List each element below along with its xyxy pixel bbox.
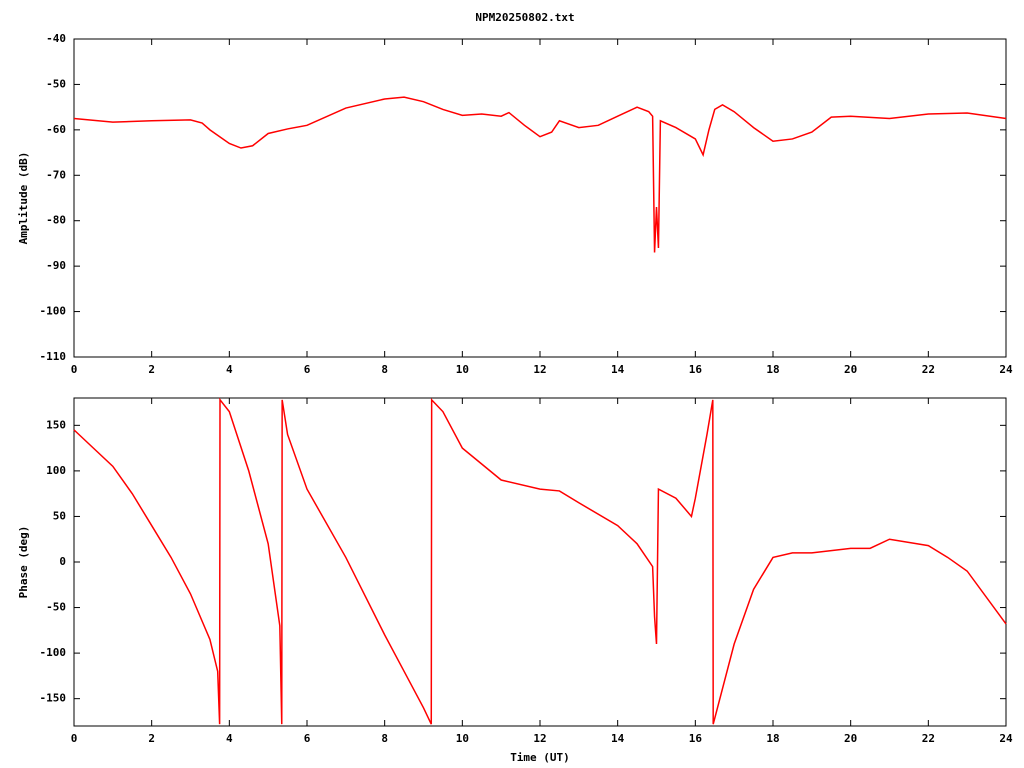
data-line xyxy=(73,397,1007,725)
x-tick-label: 10 xyxy=(456,732,469,745)
y-tick-label: -50 xyxy=(46,77,66,90)
y-tick-label: 150 xyxy=(46,418,66,431)
x-tick-label: 0 xyxy=(71,363,78,376)
y-tick-label: -100 xyxy=(40,646,67,659)
y-tick-label: -40 xyxy=(46,32,66,45)
y-tick-label: -50 xyxy=(46,601,66,614)
x-tick-label: 16 xyxy=(689,732,703,745)
x-tick-label: 10 xyxy=(456,363,469,376)
y-tick-label: -80 xyxy=(46,214,66,227)
x-tick-label: 14 xyxy=(611,732,625,745)
x-tick-label: 8 xyxy=(381,732,388,745)
y-tick-label: -110 xyxy=(40,350,67,363)
x-tick-label: 16 xyxy=(689,363,703,376)
x-tick-label: 4 xyxy=(226,363,233,376)
x-axis-label: Time (UT) xyxy=(510,751,570,764)
chart-title: NPM20250802.txt xyxy=(475,11,574,24)
x-tick-label: 20 xyxy=(844,363,857,376)
x-tick-label: 22 xyxy=(922,363,935,376)
x-tick-label: 2 xyxy=(148,732,155,745)
x-tick-label: 4 xyxy=(226,732,233,745)
data-line xyxy=(73,96,1007,253)
x-tick-label: 6 xyxy=(304,363,311,376)
x-tick-label: 22 xyxy=(922,732,935,745)
x-tick-label: 0 xyxy=(71,732,78,745)
y-axis-label: Amplitude (dB) xyxy=(17,152,30,245)
x-tick-label: 24 xyxy=(999,732,1013,745)
x-tick-label: 8 xyxy=(381,363,388,376)
x-tick-label: 12 xyxy=(533,732,546,745)
y-tick-label: 100 xyxy=(46,464,66,477)
x-tick-label: 6 xyxy=(304,732,311,745)
y-tick-label: -70 xyxy=(46,168,66,181)
y-tick-label: 50 xyxy=(53,509,66,522)
y-tick-label: -100 xyxy=(40,305,67,318)
y-tick-label: 0 xyxy=(59,555,66,568)
y-axis-label: Phase (deg) xyxy=(17,526,30,599)
x-tick-label: 14 xyxy=(611,363,625,376)
y-tick-label: -60 xyxy=(46,123,66,136)
x-tick-label: 18 xyxy=(766,732,779,745)
y-tick-label: -150 xyxy=(40,692,67,705)
y-tick-label: -90 xyxy=(46,259,66,272)
x-tick-label: 18 xyxy=(766,363,779,376)
x-tick-label: 12 xyxy=(533,363,546,376)
x-tick-label: 20 xyxy=(844,732,857,745)
x-tick-label: 2 xyxy=(148,363,155,376)
x-tick-label: 24 xyxy=(999,363,1013,376)
